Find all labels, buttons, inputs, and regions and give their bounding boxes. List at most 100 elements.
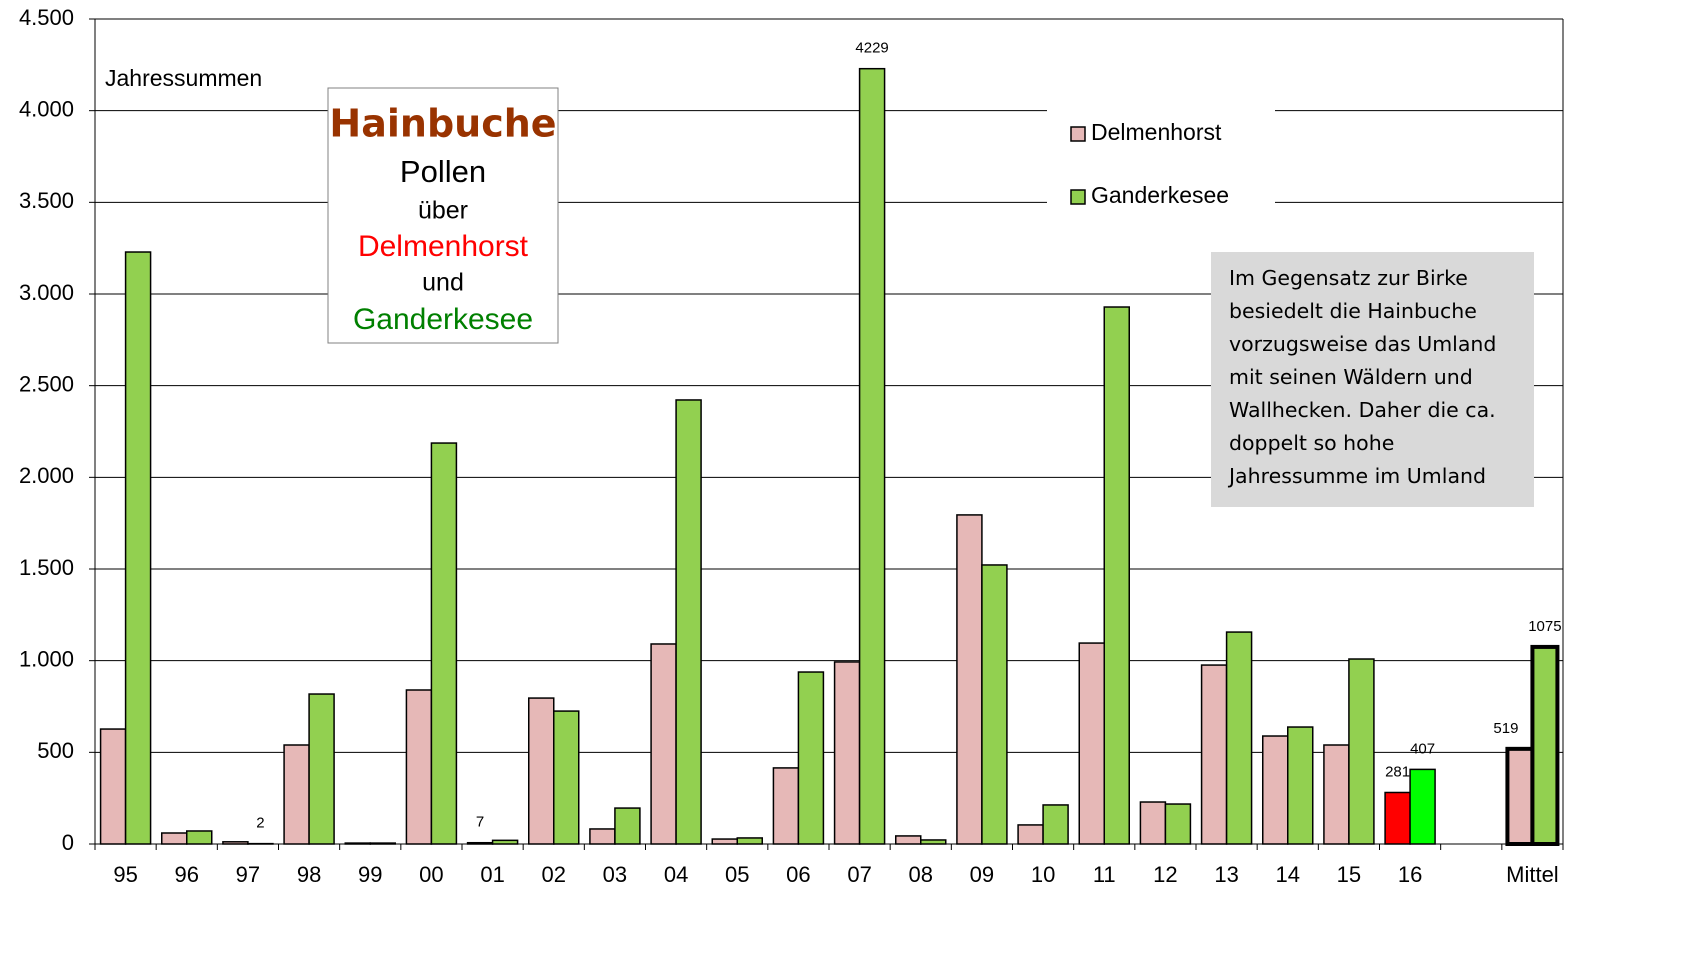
bar [896, 836, 921, 844]
bar [554, 711, 579, 844]
y-tick-label: 2.000 [19, 463, 74, 488]
y-tick-label: 1.500 [19, 555, 74, 580]
bar [1410, 769, 1435, 844]
bar [1263, 736, 1288, 844]
bar [957, 515, 982, 844]
value-label: 1075 [1528, 618, 1561, 635]
title-line: Pollen [400, 154, 486, 189]
x-tick-label: 15 [1337, 862, 1361, 887]
x-tick-label: 96 [175, 862, 199, 887]
bar [1104, 307, 1129, 844]
bar [1079, 643, 1104, 844]
x-tick-label: 07 [847, 862, 871, 887]
annotation-line: Im Gegensatz zur Birke [1229, 266, 1468, 290]
x-tick-label: 12 [1153, 862, 1177, 887]
x-tick-label: 00 [419, 862, 443, 887]
x-tick-label: 97 [236, 862, 260, 887]
legend-swatch [1071, 127, 1085, 141]
annotation-line: Jahressumme im Umland [1227, 464, 1486, 488]
x-tick-label: 02 [542, 862, 566, 887]
title-line: Ganderkesee [353, 303, 533, 336]
bar [1227, 632, 1252, 844]
x-tick-label: Mittel [1506, 862, 1559, 887]
title-line: Delmenhorst [358, 230, 529, 263]
bar [1385, 792, 1410, 844]
bar [798, 672, 823, 844]
x-tick-label: 05 [725, 862, 749, 887]
annotation: Im Gegensatz zur Birke besiedelt die Hain… [1211, 252, 1534, 507]
bar [982, 565, 1007, 844]
title-line: und [422, 269, 464, 297]
bar [1349, 659, 1374, 844]
x-tick-label: 14 [1276, 862, 1300, 887]
bar [1043, 805, 1068, 844]
x-tick-label: 03 [603, 862, 627, 887]
y-tick-label: 500 [37, 738, 74, 763]
x-tick-label: 13 [1214, 862, 1238, 887]
bar [676, 400, 701, 844]
annotation-line: Wallhecken. Daher die ca. [1229, 398, 1496, 422]
bar [1018, 825, 1043, 844]
y-tick-label: 3.000 [19, 280, 74, 305]
bar [921, 840, 946, 844]
bar [860, 69, 885, 844]
bar [187, 831, 212, 844]
legend-swatch [1071, 190, 1085, 204]
bar [1532, 647, 1557, 844]
x-tick-label: 04 [664, 862, 688, 887]
y-tick-label: 2.500 [19, 371, 74, 396]
annotation-line: doppelt so hohe [1229, 431, 1394, 455]
x-tick-label: 11 [1093, 862, 1116, 887]
annotation-line: vorzugsweise das Umland [1229, 332, 1496, 356]
x-tick-label: 06 [786, 862, 810, 887]
x-tick-label: 08 [909, 862, 933, 887]
x-tick-label: 95 [113, 862, 137, 887]
bar [615, 808, 640, 844]
value-label: 407 [1410, 740, 1435, 757]
bar [284, 745, 309, 844]
bar [773, 768, 798, 844]
value-label: 519 [1493, 720, 1518, 737]
x-tick-label: 98 [297, 862, 321, 887]
bar [1165, 804, 1190, 844]
bar [406, 690, 431, 844]
y-tick-label: 4.500 [19, 5, 74, 30]
bar [493, 840, 518, 844]
bar [590, 829, 615, 844]
legend: Delmenhorst Ganderkesee [1047, 103, 1275, 217]
x-tick-label: 01 [480, 862, 504, 887]
y-axis-label: Jahressummen [105, 65, 262, 91]
y-tick-label: 1.000 [19, 646, 74, 671]
bar [126, 252, 151, 844]
title-line: über [418, 197, 468, 225]
bar [1507, 749, 1532, 844]
legend-label: Delmenhorst [1091, 119, 1222, 145]
bar [1324, 745, 1349, 844]
annotation-line: besiedelt die Hainbuche [1229, 299, 1477, 323]
x-tick-label: 16 [1398, 862, 1422, 887]
bar [309, 694, 334, 844]
bar [1288, 727, 1313, 844]
bar [1140, 802, 1165, 844]
bar [712, 839, 737, 844]
bar [162, 833, 187, 844]
bar [101, 729, 126, 844]
bar [835, 662, 860, 844]
x-tick-label: 09 [970, 862, 994, 887]
legend-label: Ganderkesee [1091, 182, 1229, 208]
value-label: 4229 [855, 40, 888, 57]
title: Hainbuche [329, 102, 556, 146]
bar [737, 838, 762, 844]
y-tick-label: 0 [62, 830, 74, 855]
bar [431, 443, 456, 844]
y-tick-label: 3.500 [19, 188, 74, 213]
bar [1202, 665, 1227, 844]
bar [529, 698, 554, 844]
title-box: Hainbuche Pollen über Delmenhorst und Ganderk… [328, 88, 558, 343]
x-tick-label: 99 [358, 862, 382, 887]
y-tick-label: 4.000 [19, 96, 74, 121]
value-label: 281 [1385, 763, 1410, 780]
annotation-line: mit seinen Wäldern und [1229, 365, 1473, 389]
